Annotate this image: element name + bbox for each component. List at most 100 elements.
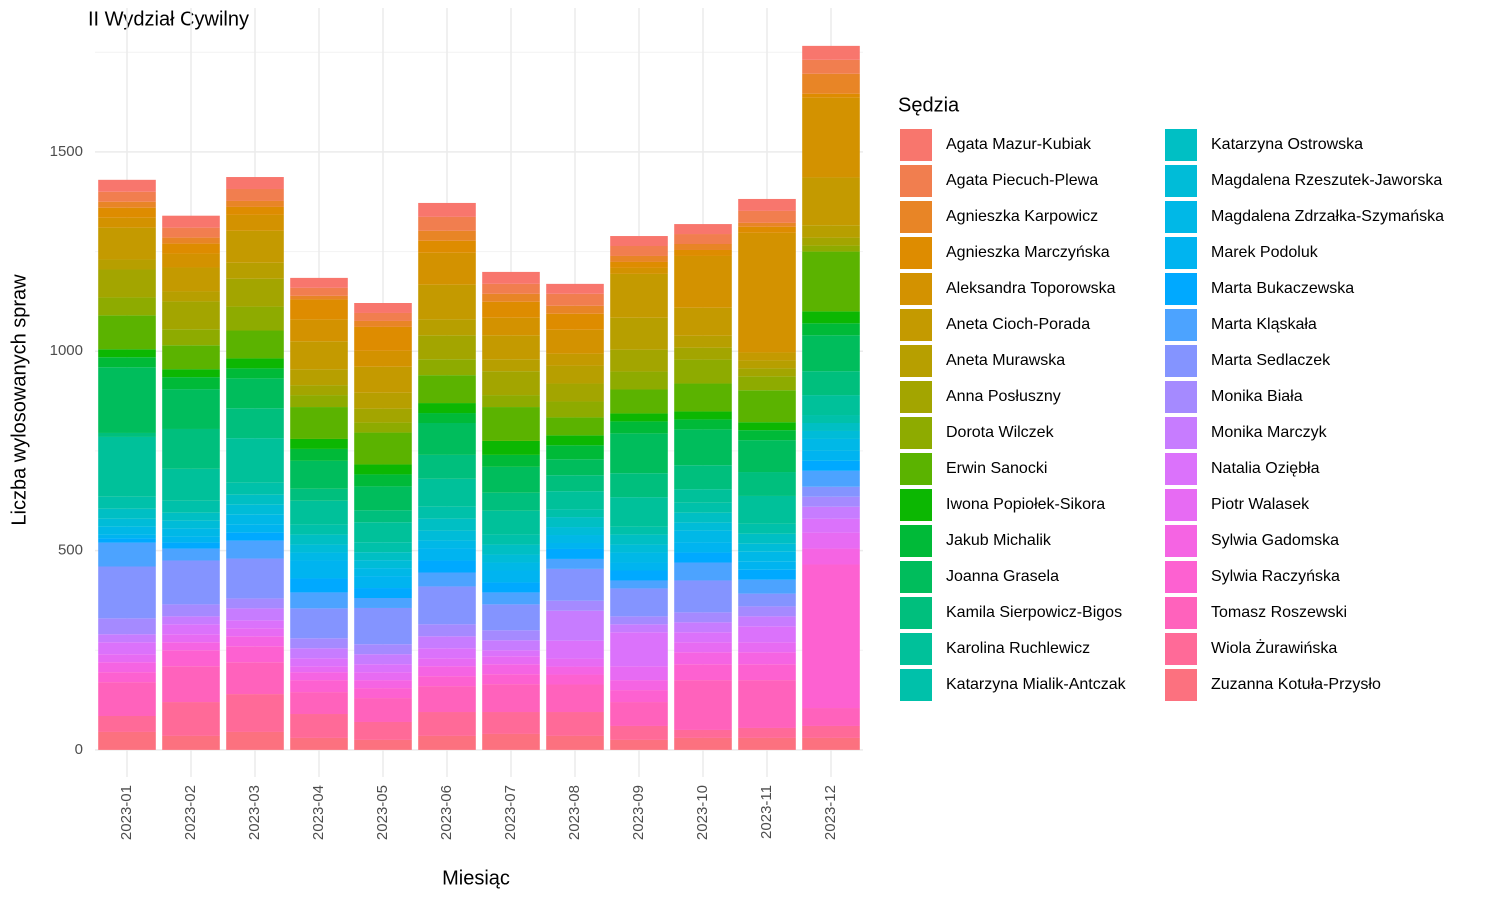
bar-segment	[290, 714, 348, 738]
bar-segment	[674, 680, 732, 730]
bar-segment	[98, 508, 156, 519]
bar-segment	[610, 680, 668, 691]
bar-segment	[674, 622, 732, 633]
x-tick-label: 2023-11	[758, 785, 775, 839]
bar-segment	[610, 624, 668, 633]
bar-segment	[98, 538, 156, 543]
bar-segment	[418, 735, 476, 750]
bar-segment	[162, 548, 220, 561]
bar-segment	[546, 535, 604, 543]
legend-key	[900, 201, 932, 233]
bar-segment	[290, 395, 348, 408]
bar-segment	[546, 353, 604, 366]
bar-segment	[354, 680, 412, 689]
bar-segment	[98, 672, 156, 683]
bar-segment	[354, 392, 412, 409]
bar-segment	[546, 509, 604, 518]
legend-label: Katarzyna Mialik-Antczak	[946, 676, 1127, 693]
bar-segment	[98, 297, 156, 316]
bar-segment	[354, 552, 412, 561]
bar-segment	[354, 672, 412, 681]
bar-segment	[674, 234, 732, 245]
bar-segment	[802, 506, 860, 519]
bar-segment	[546, 666, 604, 675]
bar-segment	[802, 460, 860, 471]
bar-segment	[226, 438, 284, 483]
bar-segment	[546, 548, 604, 559]
bar-segment	[674, 255, 732, 308]
x-tick-label: 2023-04	[310, 785, 327, 840]
bar-segment	[674, 729, 732, 738]
bar-segment	[98, 179, 156, 192]
bar-segment	[610, 413, 668, 422]
bar-segment	[482, 570, 540, 583]
bar-segment	[98, 566, 156, 619]
legend-label: Kamila Sierpowicz-Bigos	[946, 604, 1122, 621]
bar-segment	[418, 658, 476, 667]
bar-segment	[290, 500, 348, 525]
bar-segment	[418, 230, 476, 241]
bar-segment	[674, 562, 732, 581]
bar-segment	[162, 650, 220, 667]
bar-segment	[482, 510, 540, 535]
bar-segment	[482, 630, 540, 641]
bar-segment	[98, 654, 156, 663]
bar-segment	[482, 604, 540, 631]
bar-segment	[98, 436, 156, 497]
bar-segment	[226, 378, 284, 409]
x-tick-label: 2023-02	[182, 785, 199, 840]
legend-key	[900, 129, 932, 161]
bar-segment	[482, 684, 540, 713]
bar-segment	[418, 648, 476, 659]
bar-segment	[98, 357, 156, 368]
bar-segment	[418, 240, 476, 253]
bar-segment	[674, 512, 732, 523]
bar-segment	[482, 640, 540, 651]
bar-segment	[354, 303, 412, 313]
bar-segment	[738, 368, 796, 377]
bar-segment	[802, 725, 860, 738]
bar-segment	[674, 612, 732, 623]
bar-segment	[738, 523, 796, 534]
bar-segment	[418, 403, 476, 414]
bar-segment	[226, 278, 284, 307]
legend-key	[1165, 165, 1197, 197]
bar-segment	[802, 564, 860, 709]
legend-label: Tomasz Roszewski	[1211, 604, 1347, 621]
bar-segment	[354, 721, 412, 740]
bar-segment	[802, 45, 860, 60]
bar-segment	[738, 226, 796, 233]
bar-segment	[226, 188, 284, 201]
bar-segment	[418, 624, 476, 637]
bar-segment	[802, 335, 860, 372]
bar-segment	[738, 593, 796, 607]
bar-segment	[162, 227, 220, 238]
legend-key	[900, 273, 932, 305]
bar-segment	[226, 540, 284, 559]
bar-segment	[418, 572, 476, 587]
bar-segment	[802, 225, 860, 238]
bar-segment	[290, 552, 348, 561]
bar-segment	[354, 464, 412, 475]
bar-segment	[98, 207, 156, 218]
bar-segment	[546, 568, 604, 601]
legend-key	[900, 561, 932, 593]
bar-segment	[226, 262, 284, 279]
bar-segment	[802, 532, 860, 549]
legend-label: Agnieszka Karpowicz	[946, 208, 1098, 225]
bar-segment	[610, 349, 668, 372]
bar-segment	[802, 486, 860, 497]
bar-segment	[546, 283, 604, 294]
bar-segment	[418, 319, 476, 336]
legend-key	[900, 633, 932, 665]
bar-segment	[418, 636, 476, 649]
bar-segment	[738, 551, 796, 562]
bar-segment	[802, 708, 860, 726]
bar-segment	[610, 497, 668, 527]
bar-segment	[162, 389, 220, 429]
bar-segment	[738, 561, 796, 570]
legend-key	[1165, 597, 1197, 629]
bar-segment	[290, 319, 348, 342]
bar-segment	[418, 518, 476, 531]
bar-segment	[98, 217, 156, 228]
